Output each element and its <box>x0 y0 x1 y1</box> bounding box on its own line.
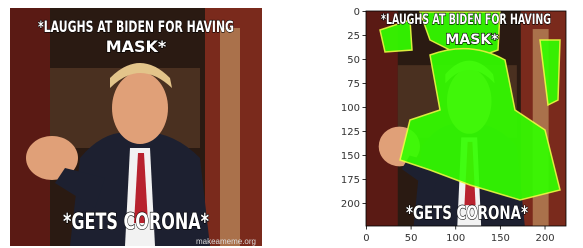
meme-bottom-text: *GETS CORONA* <box>406 202 528 224</box>
y-tick-label: 175 <box>341 175 360 186</box>
y-tick-label: 0 <box>354 7 360 18</box>
y-tick-label: 150 <box>341 151 360 162</box>
x-tick-label: 100 <box>446 233 465 244</box>
x-tick-label: 0 <box>363 233 369 244</box>
x-tick-label: 150 <box>491 233 510 244</box>
figure: *LAUGHS AT BIDEN FOR HAVING MASK* *GETS … <box>0 0 583 248</box>
x-tick-label: 50 <box>405 233 418 244</box>
left-image: *LAUGHS AT BIDEN FOR HAVING MASK* *GETS … <box>10 8 262 246</box>
y-tick-label: 200 <box>341 199 360 210</box>
y-tick-label: 25 <box>347 31 360 42</box>
y-tick-label: 50 <box>347 55 360 66</box>
y-tick-label: 125 <box>341 127 360 138</box>
y-tick-label: 75 <box>347 79 360 90</box>
watermark: makeameme.org <box>196 237 256 246</box>
meme-top-text: MASK* <box>445 32 499 48</box>
right-image: *LAUGHS AT BIDEN FOR HAVING MASK* *GETS … <box>366 11 566 226</box>
meme-top-text: MASK* <box>106 37 167 56</box>
meme-bottom-text: *GETS CORONA* <box>63 210 209 235</box>
meme-top-text: *LAUGHS AT BIDEN FOR HAVING <box>381 12 551 28</box>
meme-top-text: *LAUGHS AT BIDEN FOR HAVING <box>38 17 234 36</box>
y-tick-label: 100 <box>341 103 360 114</box>
x-tick-label: 200 <box>535 233 554 244</box>
